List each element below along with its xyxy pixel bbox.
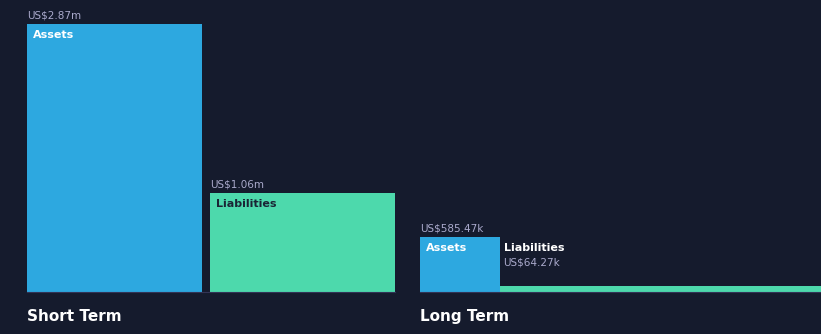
Text: US$2.87m: US$2.87m bbox=[27, 10, 81, 20]
Bar bbox=[27, 24, 202, 292]
Text: Assets: Assets bbox=[33, 30, 74, 40]
Text: Short Term: Short Term bbox=[27, 309, 122, 324]
Text: Assets: Assets bbox=[426, 243, 467, 253]
Text: US$585.47k: US$585.47k bbox=[420, 223, 484, 233]
Text: Liabilities: Liabilities bbox=[216, 199, 277, 209]
Bar bbox=[210, 193, 395, 292]
Text: US$1.06m: US$1.06m bbox=[210, 179, 264, 189]
Text: US$64.27k: US$64.27k bbox=[503, 258, 560, 268]
Text: Long Term: Long Term bbox=[420, 309, 509, 324]
Bar bbox=[420, 237, 499, 292]
Bar bbox=[499, 286, 821, 292]
Text: Liabilities: Liabilities bbox=[503, 243, 564, 253]
